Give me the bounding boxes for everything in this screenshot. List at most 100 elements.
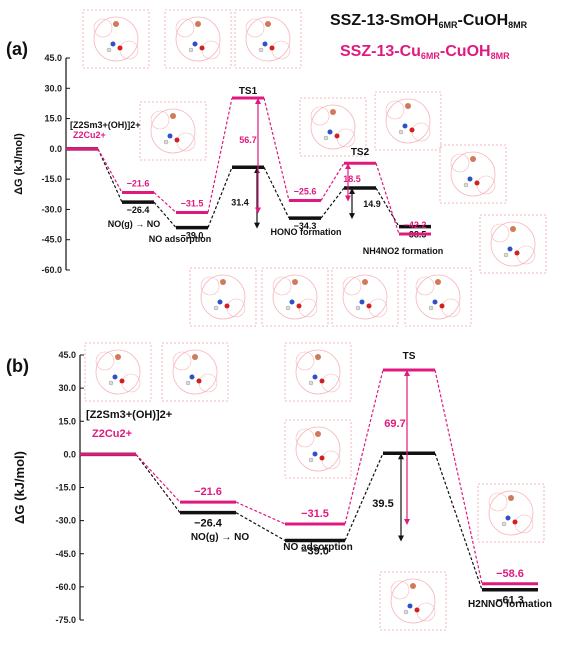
- y-tick-label: -60.0: [41, 265, 62, 275]
- metal-atom: [315, 354, 321, 360]
- hydrogen-atom: [428, 305, 434, 311]
- step-label: NO(g) → NO: [191, 532, 250, 543]
- ts-label: TS: [403, 351, 416, 362]
- legend: SSZ-13-SmOH6MR-CuOH8MR SSZ-13-Cu6MR-CuOH…: [330, 12, 528, 61]
- hydrogen-atom: [213, 305, 219, 311]
- metal-atom: [362, 279, 368, 285]
- connector-pink: [375, 163, 400, 235]
- nitrogen-atom: [192, 41, 198, 47]
- cage-ring: [488, 490, 534, 536]
- cage-frame: [284, 419, 352, 479]
- structure-inset: [284, 342, 352, 402]
- cage-ring: [295, 428, 315, 448]
- oxygen-atom: [409, 127, 415, 133]
- energy-label-black: −39.0: [181, 231, 204, 241]
- connector-black: [153, 201, 177, 228]
- metal-atom: [220, 279, 226, 285]
- structure-inset: [479, 214, 547, 274]
- cage-ring: [93, 16, 139, 62]
- metal-atom: [508, 495, 514, 501]
- cage-frame: [404, 267, 472, 327]
- cage-ring: [200, 276, 220, 296]
- structure-inset: [299, 97, 367, 157]
- structure-inset: [374, 91, 442, 151]
- y-tick-label: 30.0: [44, 83, 62, 93]
- structure-inset: [84, 342, 152, 402]
- nitrogen-atom: [407, 603, 413, 609]
- energy-label-pink: −58.6: [496, 568, 524, 580]
- y-tick-label: 45.0: [58, 350, 76, 360]
- nitrogen-atom: [312, 451, 318, 457]
- oxygen-atom: [119, 378, 125, 384]
- structure-inset: [164, 9, 232, 69]
- hydrogen-atom: [323, 135, 329, 141]
- cage-frame: [374, 91, 442, 151]
- nitrogen-atom: [467, 176, 473, 182]
- energy-label-black: −26.4: [127, 205, 150, 215]
- cage-frame: [139, 101, 207, 161]
- structure-inset: [82, 9, 150, 69]
- nitrogen-atom: [505, 515, 511, 521]
- cage-ring: [385, 100, 405, 120]
- hydrogen-atom: [308, 457, 314, 463]
- structure-inset: [439, 144, 507, 204]
- cage-ring: [490, 223, 510, 243]
- start-label-pink: Z2Cu2+: [73, 130, 106, 140]
- energy-label-pink: −21.6: [194, 486, 222, 498]
- step-label: HONO formation: [271, 227, 342, 237]
- cage-frame: [189, 267, 257, 327]
- energy-label-pink: −25.6: [294, 187, 317, 197]
- oxygen-atom: [474, 180, 480, 186]
- cage-ring: [385, 98, 431, 144]
- nitrogen-atom: [312, 374, 318, 380]
- connector-pink: [135, 453, 181, 503]
- connector-pink: [320, 162, 345, 201]
- start-label-black: [Z2Sm3+(OH)]2+: [86, 409, 172, 421]
- y-tick-label: -45.0: [55, 549, 76, 559]
- nitrogen-atom: [112, 374, 118, 380]
- hydrogen-atom: [355, 305, 361, 311]
- nitrogen-atom: [262, 41, 268, 47]
- structure-inset: [161, 342, 229, 402]
- hydrogen-atom: [501, 521, 507, 527]
- metal-atom: [113, 21, 119, 27]
- metal-atom: [510, 226, 516, 232]
- cage-ring: [175, 16, 221, 62]
- step-label: H2NNO formation: [468, 599, 552, 610]
- cage-ring: [488, 492, 508, 512]
- cage-ring: [310, 106, 330, 126]
- y-tick-label: -45.0: [41, 235, 62, 245]
- cage-ring: [172, 349, 218, 395]
- connector-pink: [207, 97, 233, 213]
- oxygen-atom: [196, 378, 202, 384]
- hydrogen-atom: [285, 305, 291, 311]
- metal-atom: [435, 279, 441, 285]
- y-tick-label: 0.0: [63, 449, 76, 459]
- nitrogen-atom: [359, 299, 365, 305]
- connector-pink: [235, 501, 286, 525]
- legend-entry-black: SSZ-13-SmOH6MR-CuOH8MR: [330, 12, 528, 30]
- cage-ring: [175, 18, 195, 38]
- energy-label-pink: −31.5: [181, 198, 204, 208]
- oxygen-atom: [319, 455, 325, 461]
- cage-frame: [379, 571, 447, 631]
- nitrogen-atom: [217, 299, 223, 305]
- cage-ring: [150, 108, 196, 154]
- step-label: NO adsorption: [283, 542, 352, 553]
- metal-atom: [170, 113, 176, 119]
- cage-ring: [272, 274, 318, 320]
- cage-ring: [95, 349, 141, 395]
- barrier-value-pink: 56.7: [239, 135, 257, 145]
- oxygen-atom: [174, 137, 180, 143]
- cage-frame: [299, 97, 367, 157]
- energy-label-black: −26.4: [194, 518, 223, 530]
- start-label-black: [Z2Sm3+(OH)]2+: [70, 120, 141, 130]
- cage-ring: [150, 110, 170, 130]
- barrier-value-black: 31.4: [231, 197, 249, 207]
- hydrogen-atom: [108, 380, 114, 386]
- oxygen-atom: [199, 45, 205, 51]
- barrier-value-pink: 69.7: [384, 418, 405, 430]
- cage-ring: [245, 16, 291, 62]
- oxygen-atom: [117, 45, 123, 51]
